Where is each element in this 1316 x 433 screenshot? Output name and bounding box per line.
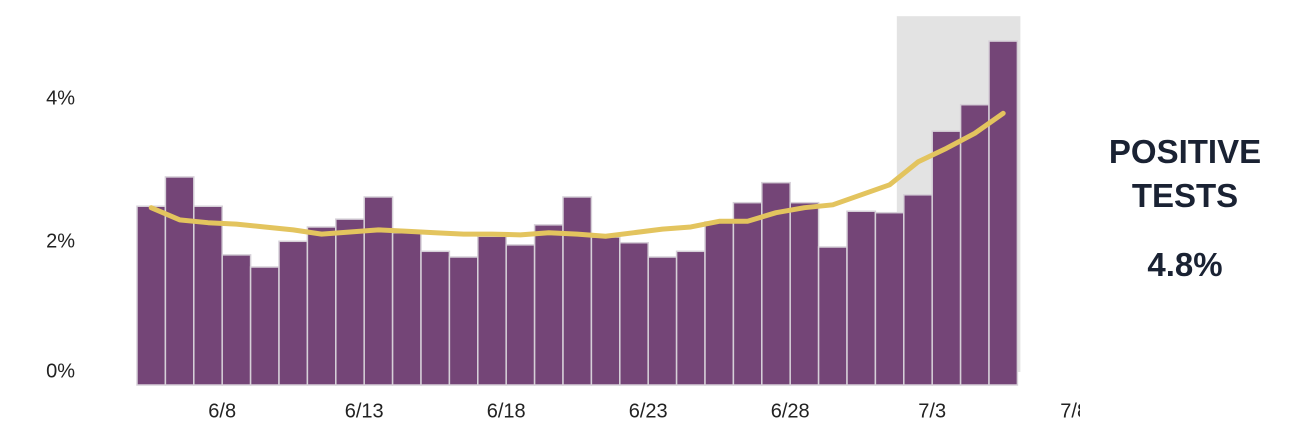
bar: [988, 40, 1019, 386]
bar: [335, 218, 365, 386]
bar: [448, 256, 479, 386]
bar: [903, 194, 933, 386]
bar: [391, 231, 422, 386]
x-tick-label: 6/8: [208, 400, 236, 422]
x-tick-label: 6/28: [771, 400, 810, 422]
kpi-value: 4.8%: [1147, 246, 1223, 283]
bar: [533, 224, 564, 386]
bar: [164, 176, 195, 386]
bar: [420, 250, 451, 386]
y-tick-label: 4%: [46, 87, 75, 109]
bar: [789, 201, 820, 386]
bar: [249, 266, 280, 386]
bar: [590, 236, 621, 386]
chart: 0% 2% 4% 6/8 6/13 6/18 6/23 6/28 7/3 7/8: [46, 16, 1088, 422]
x-tick-label: 7/8: [1060, 400, 1080, 422]
bar: [874, 211, 905, 386]
bar: [846, 210, 877, 386]
bar: [931, 130, 962, 386]
y-tick-label: 2%: [46, 230, 75, 252]
bar: [193, 205, 223, 386]
bar: [704, 221, 735, 386]
bar: [619, 241, 649, 386]
line: [148, 110, 1006, 239]
kpi: POSITIVE TESTS 4.8%: [1090, 130, 1280, 284]
bar: [647, 256, 678, 386]
x-tick-label: 6/18: [487, 400, 526, 422]
kpi-label: POSITIVE TESTS: [1108, 133, 1262, 214]
x-tick-label: 7/3: [918, 400, 946, 422]
bar: [732, 201, 763, 386]
bar: [221, 254, 252, 386]
bar: [306, 226, 337, 386]
y-tick-label: 0%: [46, 360, 75, 382]
bar: [675, 250, 706, 386]
x-tick-label: 6/23: [629, 400, 668, 422]
bar: [505, 244, 536, 386]
bar: [959, 103, 990, 386]
bar: [477, 235, 507, 386]
bar: [562, 196, 593, 386]
x-tick-label: 6/13: [345, 400, 384, 422]
bar: [136, 205, 167, 386]
bar: [363, 196, 394, 386]
bar: [817, 246, 848, 386]
bar: [278, 240, 309, 386]
